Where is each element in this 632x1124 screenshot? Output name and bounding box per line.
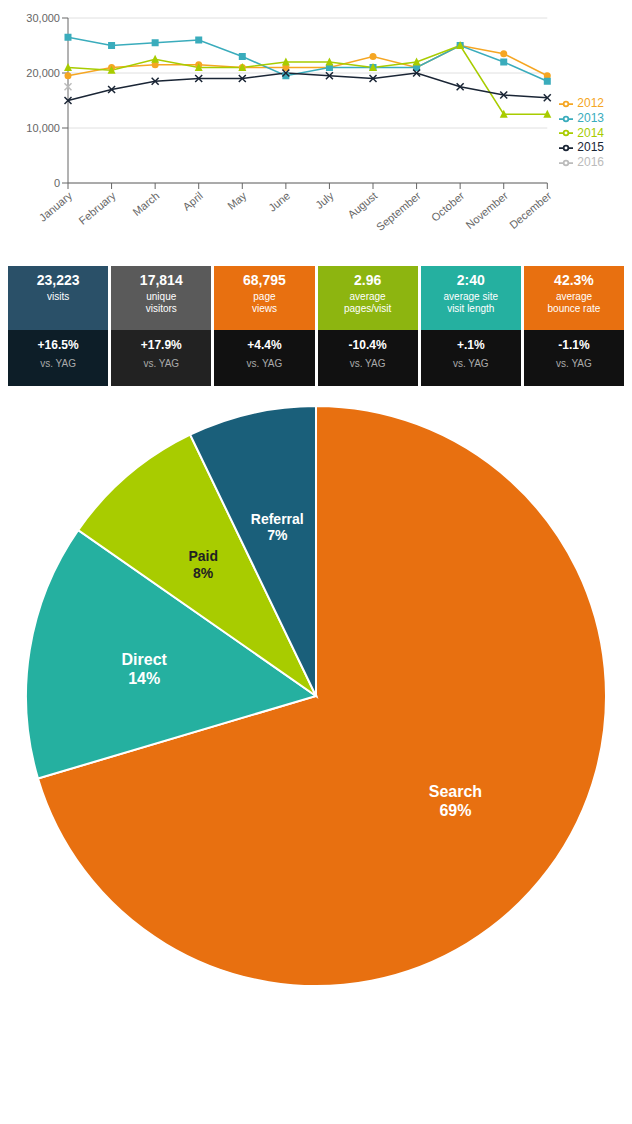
- svg-text:Direct14%: Direct14%: [122, 651, 168, 687]
- html-text:68,795: 68,795: [243, 272, 286, 288]
- html-text:vs. YAG: vs. YAG: [40, 358, 76, 369]
- svg-text:Search69%: Search69%: [429, 783, 482, 819]
- html-text:unique visitors: unique visitors: [145, 291, 177, 314]
- svg-text:20,000: 20,000: [26, 67, 60, 79]
- svg-text:February: February: [76, 189, 118, 227]
- html-text:vs. YAG: vs. YAG: [143, 358, 180, 369]
- svg-text:October: October: [429, 189, 467, 224]
- svg-text:10,000: 10,000: [26, 122, 60, 134]
- svg-text:July: July: [313, 189, 336, 211]
- html-text:+17.9%: +17.9%: [140, 338, 182, 352]
- html-text:2013: 2013: [577, 110, 604, 125]
- svg-text:0: 0: [54, 177, 60, 189]
- html-text:2015: 2015: [577, 140, 604, 155]
- html-text:2.96: 2.96: [354, 272, 382, 288]
- svg-text:November: November: [463, 189, 510, 231]
- html-text:vs. YAG: vs. YAG: [452, 358, 489, 369]
- svg-text:Referral7%: Referral7%: [251, 511, 304, 544]
- html-text:+16.5%: +16.5%: [37, 338, 79, 352]
- html-text:-1.1%: -1.1%: [558, 338, 590, 352]
- svg-text:30,000: 30,000: [26, 12, 60, 24]
- html-text:vs. YAG: vs. YAG: [556, 358, 592, 369]
- svg-text:June: June: [266, 189, 292, 214]
- html-text:average bounce rate: average bounce rate: [547, 291, 601, 314]
- html-text:-10.4%: -10.4%: [348, 338, 387, 352]
- html-text:+4.4%: +4.4%: [247, 338, 282, 352]
- html-text:2014: 2014: [577, 125, 604, 140]
- html-text:page views: page views: [251, 291, 277, 314]
- html-text:average site visit length: average site visit length: [443, 291, 498, 314]
- svg-text:January: January: [37, 189, 75, 224]
- svg-text:September: September: [374, 189, 423, 233]
- html-text:2012: 2012: [577, 95, 604, 110]
- svg-text:April: April: [180, 189, 205, 212]
- svg-text:August: August: [345, 189, 379, 220]
- html-text:+.1%: +.1%: [456, 338, 485, 352]
- svg-text:May: May: [225, 189, 249, 212]
- svg-text:March: March: [130, 189, 161, 218]
- html-text:vs. YAG: vs. YAG: [246, 358, 283, 369]
- html-text:42.3%: 42.3%: [554, 272, 594, 288]
- html-text:2016: 2016: [577, 155, 604, 170]
- html-text:average pages/visit: average pages/visit: [344, 291, 392, 314]
- svg-text:Paid8%: Paid8%: [188, 548, 218, 581]
- html-text:visits: visits: [47, 291, 70, 302]
- html-text:17,814: 17,814: [139, 272, 183, 288]
- html-text:vs. YAG: vs. YAG: [349, 358, 386, 369]
- html-text:23,223: 23,223: [36, 272, 80, 288]
- html-text:2:40: 2:40: [456, 272, 485, 288]
- svg-text:December: December: [507, 189, 554, 231]
